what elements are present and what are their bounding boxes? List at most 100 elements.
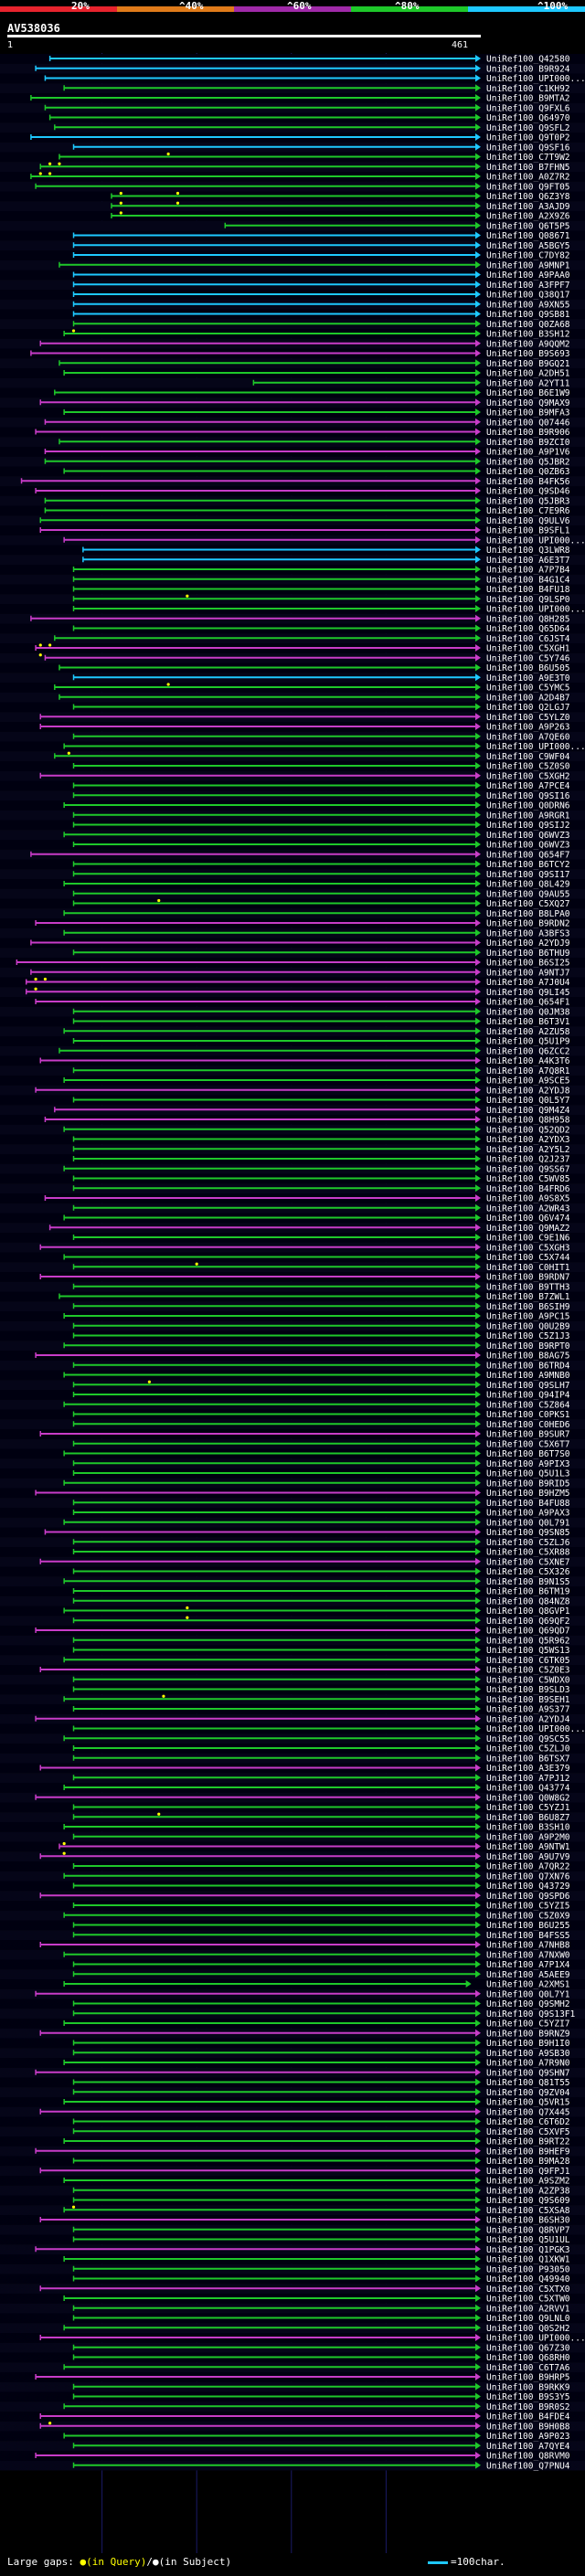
hit-row[interactable]: UniRef100_C5XGH3	[0, 1242, 585, 1254]
hit-row[interactable]: UniRef100_A7NXW0	[0, 1949, 585, 1961]
hit-label[interactable]: UniRef100_Q6ZCC2	[486, 1046, 570, 1056]
hit-row[interactable]: UniRef100_C5X744	[0, 1252, 585, 1264]
hit-row[interactable]: UniRef100_Q5R962	[0, 1635, 585, 1647]
hit-row[interactable]: UniRef100_C5XTX0	[0, 2284, 585, 2295]
hit-row[interactable]: UniRef100_Q9SIJ2	[0, 820, 585, 832]
hit-label[interactable]: UniRef100_Q8H958	[486, 1116, 570, 1126]
hit-label[interactable]: UniRef100_A9QQM2	[486, 339, 570, 349]
hit-label[interactable]: UniRef100_UPI000...	[486, 1724, 585, 1734]
hit-row[interactable]: UniRef100_A3AJD9	[0, 201, 585, 212]
hit-label[interactable]: UniRef100_Q84NZ8	[486, 1596, 570, 1606]
hit-label[interactable]: UniRef100_B4FSS5	[486, 1931, 570, 1941]
hit-row[interactable]: UniRef100_UPI000...	[0, 604, 585, 615]
hit-label[interactable]: UniRef100_A6E3T7	[486, 556, 570, 566]
hit-row[interactable]: UniRef100_C5Z0X9	[0, 1910, 585, 1922]
hit-row[interactable]: UniRef100_B6TRD4	[0, 1360, 585, 1372]
hit-row[interactable]: UniRef100_Q9FT05	[0, 181, 585, 193]
hit-label[interactable]: UniRef100_A2ZP38	[486, 2186, 570, 2196]
hit-row[interactable]: UniRef100_B9MFA3	[0, 408, 585, 419]
hit-label[interactable]: UniRef100_A7J0U4	[486, 978, 570, 988]
hit-row[interactable]: UniRef100_Q1XKW1	[0, 2254, 585, 2265]
hit-row[interactable]: UniRef100_B9HEF9	[0, 2146, 585, 2157]
hit-row[interactable]: UniRef100_A9U7V9	[0, 1851, 585, 1862]
hit-row[interactable]: UniRef100_C5Y746	[0, 652, 585, 664]
hit-row[interactable]: UniRef100_A9SZM2	[0, 2176, 585, 2187]
hit-row[interactable]: UniRef100_A0Z7R2	[0, 172, 585, 183]
hit-label[interactable]: UniRef100_C0PKS1	[486, 1410, 570, 1420]
hit-row[interactable]: UniRef100_B6TM19	[0, 1586, 585, 1597]
hit-row[interactable]: UniRef100_A9P1V6	[0, 447, 585, 458]
hit-label[interactable]: UniRef100_C5XGH2	[486, 771, 570, 781]
hit-label[interactable]: UniRef100_A2YDJ8	[486, 1086, 570, 1096]
hit-row[interactable]: UniRef100_B6E1W9	[0, 387, 585, 399]
hit-row[interactable]: UniRef100_A2YDJ4	[0, 1713, 585, 1725]
hit-label[interactable]: UniRef100_Q5R962	[486, 1636, 570, 1646]
hit-label[interactable]: UniRef100_C5ZLJ6	[486, 1538, 570, 1548]
hit-label[interactable]: UniRef100_B7ZWL1	[486, 1292, 570, 1302]
hit-label[interactable]: UniRef100_B9TTH3	[486, 1282, 570, 1292]
hit-row[interactable]: UniRef100_B6SI25	[0, 958, 585, 969]
hit-row[interactable]: UniRef100_Q1PGK3	[0, 2244, 585, 2255]
hit-label[interactable]: UniRef100_Q5U1P9	[486, 1037, 570, 1047]
hit-row[interactable]: UniRef100_C9WF04	[0, 751, 585, 762]
hit-row[interactable]: UniRef100_A7P7B4	[0, 565, 585, 576]
hit-row[interactable]: UniRef100_Q0ZB63	[0, 466, 585, 478]
hit-label[interactable]: UniRef100_C5YZJ1	[486, 1803, 570, 1813]
hit-label[interactable]: UniRef100_UPI000...	[486, 74, 585, 84]
hit-label[interactable]: UniRef100_A2RVV1	[486, 2304, 570, 2314]
hit-label[interactable]: UniRef100_A7PCE4	[486, 781, 570, 791]
hit-row[interactable]: UniRef100_A2ZP38	[0, 2185, 585, 2197]
hit-label[interactable]: UniRef100_B9GQ21	[486, 359, 570, 369]
hit-row[interactable]: UniRef100_Q9SF16	[0, 142, 585, 154]
hit-row[interactable]: UniRef100_B9SEH1	[0, 1694, 585, 1705]
hit-row[interactable]: UniRef100_B9RKK9	[0, 2381, 585, 2393]
hit-label[interactable]: UniRef100_B9SUR7	[486, 1430, 570, 1440]
hit-label[interactable]: UniRef100_C5XTW0	[486, 2295, 570, 2305]
hit-row[interactable]: UniRef100_Q49940	[0, 2274, 585, 2285]
hit-row[interactable]: UniRef100_B9HRP5	[0, 2372, 585, 2383]
hit-label[interactable]: UniRef100_Q9SD46	[486, 487, 570, 497]
hit-label[interactable]: UniRef100_B9R924	[486, 64, 570, 74]
hit-row[interactable]: UniRef100_Q0L7Y1	[0, 1988, 585, 2000]
hit-label[interactable]: UniRef100_Q6Z3Y8	[486, 192, 570, 202]
hit-label[interactable]: UniRef100_A3BFS3	[486, 928, 570, 938]
hit-row[interactable]: UniRef100_A7PCE4	[0, 780, 585, 792]
hit-label[interactable]: UniRef100_Q94IP4	[486, 1391, 570, 1401]
hit-row[interactable]: UniRef100_A3BFS3	[0, 928, 585, 939]
hit-row[interactable]: UniRef100_B6TSX7	[0, 1753, 585, 1765]
hit-row[interactable]: UniRef100_B4FRD6	[0, 1183, 585, 1194]
hit-row[interactable]: UniRef100_C6JST4	[0, 633, 585, 644]
hit-label[interactable]: UniRef100_B9RPT0	[486, 1341, 570, 1352]
hit-row[interactable]: UniRef100_Q6WVZ3	[0, 840, 585, 851]
hit-label[interactable]: UniRef100_A9P023	[486, 2432, 570, 2442]
hit-row[interactable]: UniRef100_Q5VR15	[0, 2097, 585, 2108]
hit-label[interactable]: UniRef100_Q9FT05	[486, 182, 570, 192]
hit-label[interactable]: UniRef100_B4FU88	[486, 1499, 570, 1509]
hit-row[interactable]: UniRef100_B9N1S5	[0, 1576, 585, 1587]
hit-label[interactable]: UniRef100_Q0U2B9	[486, 1321, 570, 1331]
hit-row[interactable]: UniRef100_Q0L5Y7	[0, 1095, 585, 1107]
hit-label[interactable]: UniRef100_B9H1I0	[486, 2039, 570, 2049]
hit-row[interactable]: UniRef100_Q9LI45	[0, 987, 585, 998]
hit-row[interactable]: UniRef100_A2YDJ8	[0, 1085, 585, 1097]
hit-label[interactable]: UniRef100_UPI000...	[486, 2334, 585, 2344]
hit-label[interactable]: UniRef100_Q9LSP0	[486, 595, 570, 605]
hit-label[interactable]: UniRef100_Q9T0P2	[486, 133, 570, 143]
hit-row[interactable]: UniRef100_Q42580	[0, 54, 585, 65]
hit-row[interactable]: UniRef100_Q64970	[0, 112, 585, 124]
hit-row[interactable]: UniRef100_Q9ULV6	[0, 515, 585, 526]
hit-label[interactable]: UniRef100_A7R9N0	[486, 2059, 570, 2069]
hit-label[interactable]: UniRef100_Q65D64	[486, 624, 570, 634]
hit-label[interactable]: UniRef100_B9MFA3	[486, 408, 570, 419]
hit-row[interactable]: UniRef100_UPI000...	[0, 2333, 585, 2344]
hit-row[interactable]: UniRef100_B4FU88	[0, 1498, 585, 1509]
hit-row[interactable]: UniRef100_B9H0B8	[0, 2421, 585, 2433]
hit-label[interactable]: UniRef100_Q9LI45	[486, 988, 570, 998]
hit-row[interactable]: UniRef100_C5YMC5	[0, 683, 585, 694]
hit-row[interactable]: UniRef100_A2YDX3	[0, 1134, 585, 1146]
hit-row[interactable]: UniRef100_A7J0U4	[0, 977, 585, 989]
hit-label[interactable]: UniRef100_B9MTA2	[486, 94, 570, 104]
hit-label[interactable]: UniRef100_Q0W8G2	[486, 1793, 570, 1803]
hit-label[interactable]: UniRef100_B6TM19	[486, 1587, 570, 1597]
hit-label[interactable]: UniRef100_Q9SI17	[486, 870, 570, 880]
